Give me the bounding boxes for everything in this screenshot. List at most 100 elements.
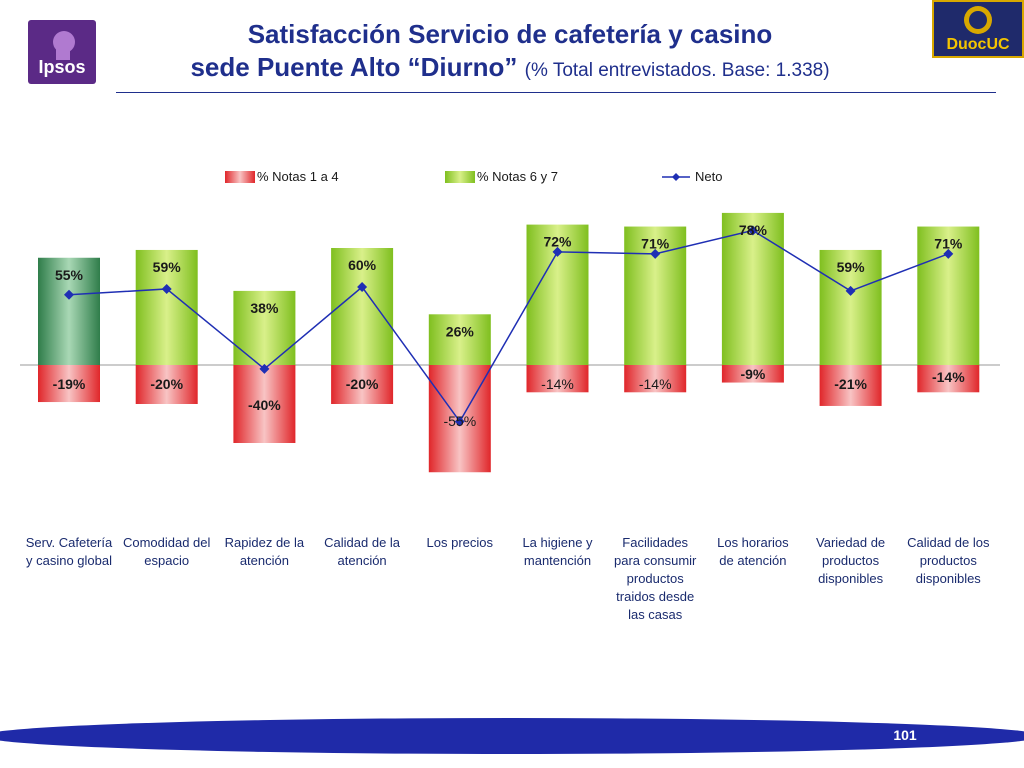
bar-positive	[721, 212, 784, 365]
series-notas-6-7	[38, 212, 980, 365]
category-label-line: Calidad de la	[324, 535, 401, 550]
category-label-line: disponibles	[915, 571, 981, 586]
satisfaction-chart: % Notas 1 a 4 % Notas 6 y 7 Neto 55% -19% 59…	[20, 169, 1000, 473]
bar-positive	[38, 257, 100, 365]
category-label: Calidad de los productos disponibles	[899, 534, 997, 588]
category-label: Calidad de la atención	[313, 534, 411, 570]
label-positive: 72%	[543, 234, 572, 250]
label-negative: -14%	[541, 376, 574, 392]
category-label-line: Variedad de	[816, 535, 886, 550]
neto-point	[943, 248, 954, 259]
bar-labels: 55% -19% 59% -20% 38% -40% 60% -20% 26% -55% 72% -1…	[53, 222, 966, 429]
neto-point	[259, 363, 270, 374]
category-label-line: Los horarios	[717, 535, 789, 550]
category-label-line: La higiene y	[522, 535, 593, 550]
category-label: Serv. Cafetería y casino global	[20, 534, 118, 570]
neto-point	[552, 246, 563, 257]
category-label-line: Facilidades	[622, 535, 689, 550]
neto-point	[64, 289, 74, 300]
category-label: La higiene y mantención	[509, 534, 607, 570]
bar-negative	[331, 365, 394, 404]
neto-point	[650, 248, 661, 259]
category-label-line: las casas	[628, 607, 683, 622]
bar-negative	[624, 365, 687, 393]
legend-notas-6-7-swatch	[445, 171, 475, 183]
label-positive: 55%	[55, 267, 84, 283]
category-label-line: productos	[626, 571, 684, 586]
category-label: Los precios	[411, 534, 509, 552]
bar-negative	[721, 365, 784, 383]
title-divider	[116, 92, 996, 93]
ipsos-head-icon	[53, 31, 75, 60]
category-label-line: y casino global	[26, 553, 112, 568]
ipsos-logo-text: Ipsos	[38, 57, 86, 77]
label-positive: 59%	[837, 259, 866, 275]
category-label-line: disponibles	[818, 571, 884, 586]
category-label-line: Serv. Cafetería	[25, 535, 113, 550]
category-label-line: Calidad de los	[907, 535, 990, 550]
category-label-line: traidos desde	[616, 589, 695, 604]
chart-legend: % Notas 1 a 4 % Notas 6 y 7 Neto	[225, 169, 722, 184]
label-negative: -20%	[346, 376, 379, 392]
label-negative: -21%	[834, 376, 867, 392]
neto-point	[747, 225, 758, 236]
series-neto	[64, 225, 954, 427]
neto-point	[845, 285, 856, 296]
bar-positive	[331, 248, 394, 365]
label-negative: -19%	[53, 376, 86, 392]
category-label-line: atención	[337, 553, 387, 568]
category-label-line: de atención	[719, 553, 787, 568]
label-negative: -20%	[150, 376, 183, 392]
category-label-line: productos	[822, 553, 880, 568]
legend-notas-1-4-label: % Notas 1 a 4	[257, 169, 339, 184]
page-title-line1: Satisfacción Servicio de cafetería y cas…	[247, 19, 773, 49]
category-label: Comodidad del espacio	[118, 534, 216, 570]
legend-neto-label: Neto	[695, 169, 722, 184]
label-positive: 71%	[934, 236, 963, 252]
label-positive: 78%	[739, 222, 768, 238]
label-negative: -55%	[443, 413, 476, 429]
bar-positive	[819, 249, 882, 365]
ipsos-logo: Ipsos	[28, 20, 96, 84]
neto-line-path	[68, 229, 949, 423]
category-label: Variedad de productos disponibles	[802, 534, 900, 588]
label-positive: 59%	[153, 259, 182, 275]
label-positive: 38%	[250, 300, 279, 316]
bar-negative	[38, 365, 100, 403]
bar-negative	[917, 365, 980, 393]
label-negative: -14%	[932, 369, 965, 385]
category-label: Facilidades para consumir productos traidos…	[606, 534, 704, 624]
category-label-line: Comodidad del	[122, 535, 211, 550]
bar-negative	[233, 365, 296, 443]
duoc-logo-text: DuocUC	[946, 36, 1010, 53]
label-positive: 26%	[446, 323, 475, 339]
footer-ellipse	[0, 718, 1024, 754]
bar-positive	[135, 249, 198, 365]
bar-negative	[819, 365, 882, 406]
category-label-line: Rapidez de la	[224, 535, 305, 550]
neto-point	[357, 282, 368, 292]
neto-point	[161, 283, 172, 294]
footer-band	[0, 718, 1024, 754]
label-negative: -14%	[639, 376, 672, 392]
bar-negative	[526, 365, 589, 393]
label-positive: 71%	[641, 236, 670, 252]
neto-point	[454, 416, 465, 427]
category-label: Rapidez de la atención	[215, 534, 313, 570]
category-label-line: productos	[919, 553, 977, 568]
page-number: 101	[893, 727, 917, 743]
category-label-line: mantención	[523, 553, 592, 568]
label-negative: -40%	[248, 397, 281, 413]
bar-positive	[428, 314, 491, 365]
series-notas-1-4	[38, 365, 980, 473]
label-positive: 60%	[348, 257, 377, 273]
category-label-line: para consumir	[614, 553, 697, 568]
legend-neto-marker	[672, 173, 680, 181]
category-label-line: atención	[239, 553, 289, 568]
category-label: Los horarios de atención	[704, 534, 802, 570]
page-title-subtitle: (% Total entrevistados. Base: 1.338)	[524, 60, 830, 81]
category-label-line: espacio	[144, 553, 190, 568]
category-label-line: Los precios	[426, 535, 494, 550]
legend-notas-6-7-label: % Notas 6 y 7	[477, 169, 558, 184]
bar-negative	[135, 365, 198, 404]
